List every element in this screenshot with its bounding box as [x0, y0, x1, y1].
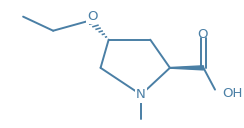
Polygon shape — [170, 66, 203, 70]
Text: N: N — [136, 88, 146, 101]
Text: O: O — [197, 28, 208, 41]
Text: O: O — [87, 10, 98, 23]
Text: OH: OH — [222, 87, 242, 100]
